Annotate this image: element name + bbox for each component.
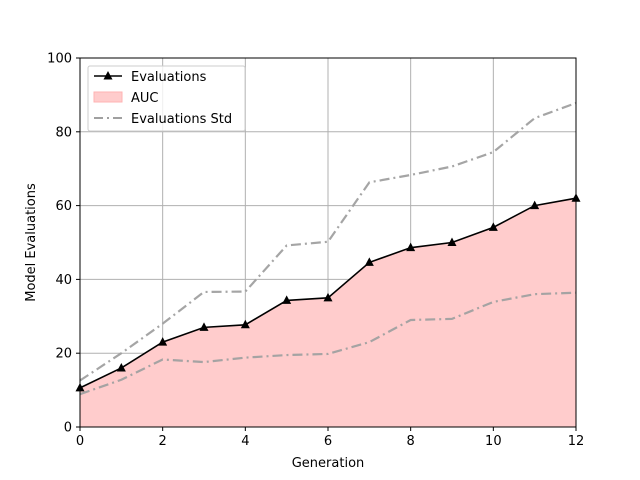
legend-label-evaluations: Evaluations [131, 70, 207, 85]
legend-item-auc: AUC [93, 91, 159, 106]
x-tick-label: 0 [76, 434, 84, 449]
legend-item-evaluations-std: Evaluations Std [94, 112, 232, 127]
x-tick-label: 12 [568, 434, 585, 449]
evaluations-marker [116, 362, 126, 372]
legend-patch-auc [93, 91, 123, 103]
legend-box [87, 65, 246, 132]
evaluations-marker [530, 200, 540, 210]
evaluations-marker [240, 319, 250, 329]
evaluations-marker [158, 337, 168, 346]
evaluations-marker [406, 242, 416, 252]
legend-label-auc: AUC [131, 91, 159, 106]
auc-area [80, 198, 576, 427]
y-tick-label: 20 [55, 347, 72, 362]
x-axis-ticks: 0 2 4 6 8 10 12 [76, 427, 584, 449]
y-tick-label: 60 [55, 199, 72, 214]
x-tick-label: 4 [241, 434, 249, 449]
std-line-upper [79, 101, 577, 382]
legend-marker-evaluations [103, 71, 113, 80]
evaluations-marker [282, 295, 292, 304]
y-tick-label: 40 [55, 273, 72, 288]
evaluations-marker [199, 322, 209, 331]
y-tick-label: 0 [64, 421, 72, 436]
x-tick-label: 6 [324, 434, 332, 449]
y-tick-label: 100 [47, 52, 72, 67]
evaluations-marker [488, 222, 498, 231]
evaluations-layer [75, 193, 581, 392]
x-axis-label: Generation [292, 456, 365, 471]
std-layer [79, 101, 577, 396]
y-axis-label: Model Evaluations [24, 183, 39, 302]
std-line-lower [79, 291, 577, 396]
legend-item-evaluations: Evaluations [94, 70, 207, 85]
x-tick-label: 10 [485, 434, 502, 449]
evaluations-marker [323, 292, 333, 302]
x-tick-label: 2 [159, 434, 167, 449]
y-tick-label: 80 [55, 125, 72, 140]
auc-area-layer [80, 198, 576, 427]
x-tick-label: 8 [407, 434, 415, 449]
legend-label-evaluations-std: Evaluations Std [131, 112, 232, 127]
evaluations-marker [447, 237, 457, 246]
evaluations-marker [364, 257, 374, 266]
y-axis-ticks: 0 20 40 60 80 100 [47, 52, 80, 436]
legend: Evaluations AUC Evaluations Std [87, 65, 246, 132]
